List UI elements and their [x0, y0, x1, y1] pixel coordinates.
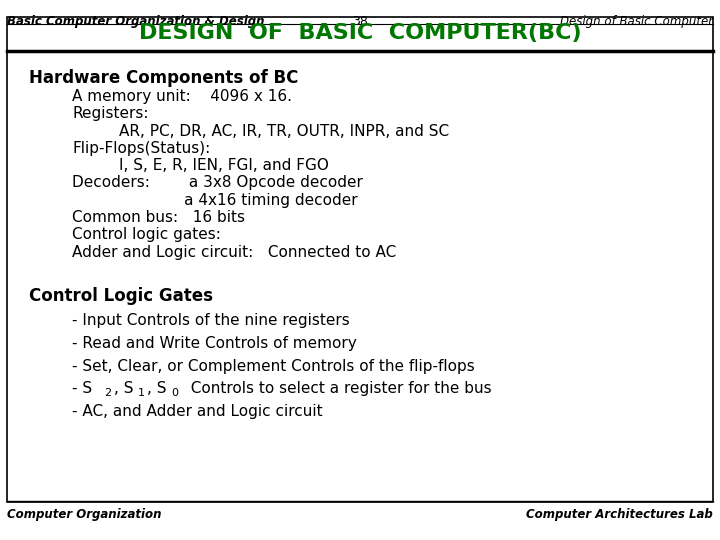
- Text: Adder and Logic circuit:   Connected to AC: Adder and Logic circuit: Connected to AC: [72, 245, 396, 260]
- Text: 38: 38: [352, 15, 368, 28]
- Text: Control logic gates:: Control logic gates:: [72, 227, 221, 242]
- Text: - S: - S: [72, 381, 92, 396]
- Text: Common bus:   16 bits: Common bus: 16 bits: [72, 210, 245, 225]
- Text: Computer Organization: Computer Organization: [7, 508, 162, 521]
- Text: I, S, E, R, IEN, FGI, and FGO: I, S, E, R, IEN, FGI, and FGO: [119, 158, 328, 173]
- Text: 2: 2: [104, 388, 112, 398]
- Text: Basic Computer Organization & Design: Basic Computer Organization & Design: [7, 15, 265, 28]
- Text: 1: 1: [138, 388, 145, 398]
- Text: , S: , S: [114, 381, 133, 396]
- Text: - Read and Write Controls of memory: - Read and Write Controls of memory: [72, 336, 356, 351]
- Text: a 4x16 timing decoder: a 4x16 timing decoder: [72, 193, 358, 208]
- Text: Computer Architectures Lab: Computer Architectures Lab: [526, 508, 713, 521]
- Text: Design of Basic Computer: Design of Basic Computer: [559, 15, 713, 28]
- Text: Decoders:        a 3x8 Opcode decoder: Decoders: a 3x8 Opcode decoder: [72, 176, 363, 191]
- Text: - Input Controls of the nine registers: - Input Controls of the nine registers: [72, 313, 350, 328]
- Text: A memory unit:    4096 x 16.: A memory unit: 4096 x 16.: [72, 89, 292, 104]
- Text: Controls to select a register for the bus: Controls to select a register for the bu…: [181, 381, 492, 396]
- Text: - AC, and Adder and Logic circuit: - AC, and Adder and Logic circuit: [72, 404, 323, 419]
- Text: Hardware Components of BC: Hardware Components of BC: [29, 69, 298, 86]
- Text: AR, PC, DR, AC, IR, TR, OUTR, INPR, and SC: AR, PC, DR, AC, IR, TR, OUTR, INPR, and …: [119, 124, 449, 139]
- Text: 0: 0: [171, 388, 179, 398]
- Text: , S: , S: [147, 381, 166, 396]
- Text: Control Logic Gates: Control Logic Gates: [29, 287, 213, 305]
- Text: DESIGN  OF  BASIC  COMPUTER(BC): DESIGN OF BASIC COMPUTER(BC): [139, 23, 581, 44]
- FancyBboxPatch shape: [7, 17, 713, 502]
- Text: Flip-Flops(Status):: Flip-Flops(Status):: [72, 141, 210, 156]
- Text: Registers:: Registers:: [72, 106, 148, 122]
- Text: - Set, Clear, or Complement Controls of the flip-flops: - Set, Clear, or Complement Controls of …: [72, 359, 474, 374]
